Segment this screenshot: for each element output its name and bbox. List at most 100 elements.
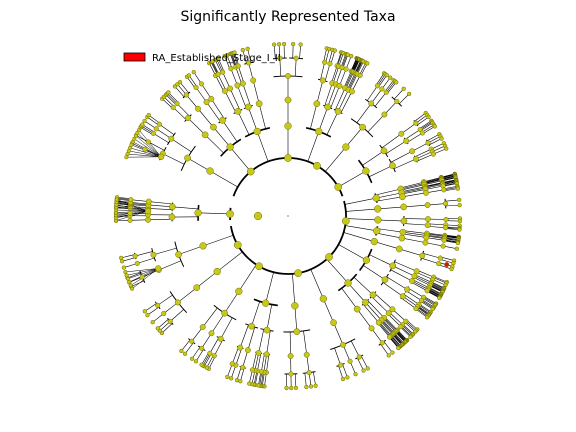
branch-line	[196, 271, 218, 288]
taxon-node	[380, 147, 388, 155]
branch-line	[403, 230, 427, 234]
branch-line	[179, 81, 190, 94]
taxon-node	[234, 108, 242, 115]
branch-line	[324, 63, 331, 82]
branch-line	[362, 150, 385, 166]
branch-line	[345, 72, 354, 89]
taxon-node	[379, 86, 385, 92]
taxon-node	[419, 252, 426, 259]
branch-line	[148, 204, 173, 208]
branch-line	[316, 80, 324, 104]
branch-line	[400, 181, 424, 189]
branch-line	[191, 346, 201, 359]
branch-line	[161, 98, 173, 109]
branch-line	[148, 201, 173, 205]
branch-line	[371, 296, 389, 314]
taxon-node	[130, 286, 135, 291]
branch-line	[421, 257, 439, 264]
branch-line	[131, 280, 145, 287]
branch-line	[121, 257, 136, 262]
cladogram-nodes	[113, 41, 463, 391]
branch-line	[357, 357, 364, 371]
branch-line	[379, 321, 392, 336]
branch-line	[383, 317, 397, 332]
taxon-node	[322, 59, 328, 65]
branch-line	[142, 124, 155, 133]
branch-line	[416, 153, 434, 162]
branch-line	[393, 158, 416, 170]
branch-line	[376, 192, 402, 199]
taxon-node	[213, 267, 221, 276]
branch-line	[279, 58, 282, 77]
branch-line	[406, 319, 418, 330]
branch-line	[399, 248, 423, 257]
branch-line	[439, 258, 454, 264]
taxon-node	[386, 334, 393, 340]
legend-swatch	[123, 52, 146, 62]
taxon-node	[457, 218, 463, 224]
branch-line	[424, 182, 443, 188]
branch-line	[380, 343, 389, 356]
branch-line	[356, 308, 372, 329]
branch-line	[173, 107, 187, 121]
taxon-node	[189, 356, 195, 361]
branch-line	[423, 177, 442, 183]
branch-line	[387, 313, 402, 327]
taxon-node	[401, 86, 406, 91]
leaf-branch	[137, 132, 162, 158]
taxon-node	[185, 115, 191, 121]
branch-line	[163, 96, 175, 107]
taxon-node	[284, 154, 292, 162]
taxon-node	[412, 156, 419, 162]
branch-line	[422, 297, 436, 306]
taxon-node	[422, 239, 429, 246]
branch-line	[176, 103, 190, 117]
taxon-node	[369, 291, 377, 299]
taxon-node	[293, 385, 299, 390]
branch-line	[380, 320, 393, 335]
branch-line	[247, 327, 256, 351]
branch-line	[422, 253, 441, 259]
branch-line	[417, 116, 429, 126]
branch-line	[403, 204, 428, 208]
branch-line	[424, 179, 442, 185]
taxon-node	[199, 324, 206, 330]
taxon-node	[208, 95, 215, 102]
taxon-node	[424, 222, 431, 229]
leaf-branch	[129, 147, 162, 158]
taxon-node	[390, 350, 395, 355]
branch-line	[404, 322, 416, 332]
branch-line	[265, 272, 274, 304]
branch-line	[148, 208, 173, 211]
taxon-node	[348, 88, 355, 95]
branch-line	[384, 316, 398, 331]
taxon-node	[150, 130, 156, 136]
taxon-node	[285, 73, 291, 79]
branch-line	[195, 349, 204, 362]
taxon-node	[289, 385, 294, 391]
taxon-node	[411, 273, 418, 280]
taxon-node	[206, 167, 214, 175]
branch-line	[371, 328, 383, 343]
taxon-node	[293, 55, 299, 61]
cladogram-tree	[113, 41, 463, 391]
taxon-node	[233, 241, 242, 249]
branch-line	[337, 89, 349, 112]
branch-line	[389, 312, 403, 326]
branch-line	[378, 322, 391, 337]
branch-line	[331, 65, 338, 84]
taxon-node	[145, 139, 151, 145]
branch-line	[384, 101, 398, 115]
branch-line	[428, 138, 442, 146]
branch-line	[402, 192, 427, 198]
taxon-node	[362, 167, 370, 175]
taxon-node	[394, 98, 400, 104]
branch-line	[318, 106, 328, 132]
taxon-node	[342, 143, 350, 151]
taxon-node	[114, 197, 119, 202]
legend-label: RA_Established_Stage_I_II	[152, 53, 281, 64]
branch-line	[414, 148, 432, 158]
branch-line	[424, 178, 442, 184]
branch-line	[224, 291, 240, 314]
branch-line	[229, 88, 241, 111]
